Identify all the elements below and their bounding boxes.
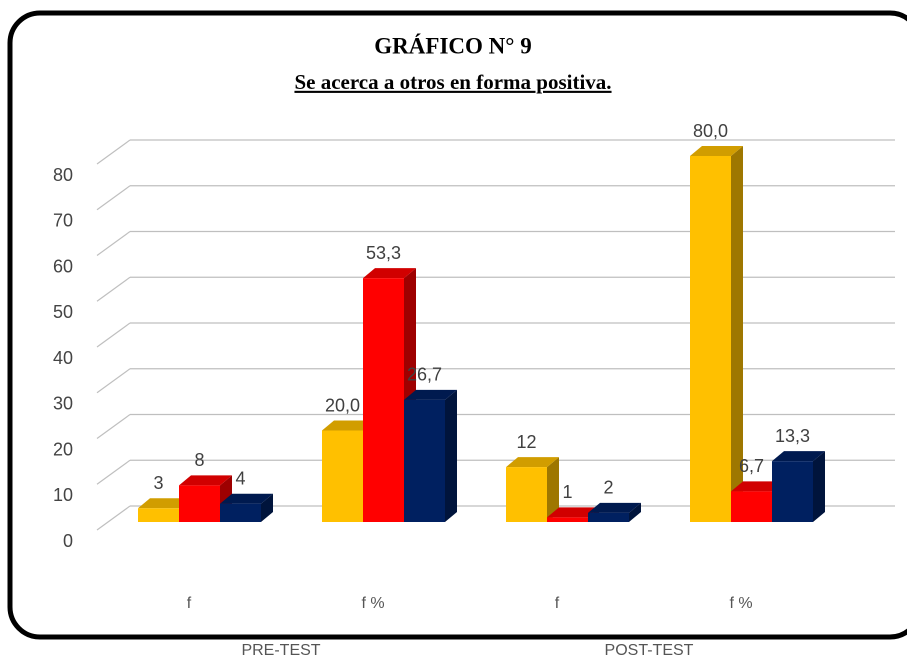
y-tick-label: 0 bbox=[63, 531, 73, 551]
bar bbox=[138, 508, 179, 522]
bar-top bbox=[772, 451, 825, 462]
data-label: 26,7 bbox=[407, 365, 442, 385]
grid-line-side bbox=[96, 139, 131, 165]
y-tick-label: 40 bbox=[53, 348, 73, 368]
x-tick-label: f bbox=[187, 595, 192, 612]
y-tick-label: 30 bbox=[53, 394, 73, 414]
bar bbox=[547, 517, 588, 522]
bar-side bbox=[547, 457, 559, 522]
data-label: 20,0 bbox=[325, 395, 360, 415]
data-label: 80,0 bbox=[693, 121, 728, 141]
y-tick-label: 10 bbox=[53, 485, 73, 505]
bar bbox=[772, 461, 813, 522]
bar-side bbox=[731, 146, 743, 522]
bar bbox=[588, 512, 629, 522]
bar bbox=[363, 278, 404, 522]
grid-line-side bbox=[96, 276, 131, 302]
x-tick-label: f bbox=[555, 595, 560, 612]
chart-frame bbox=[7, 10, 907, 640]
bar-top bbox=[322, 420, 375, 431]
chart-title: GRÁFICO N° 9 bbox=[374, 33, 531, 58]
data-label: 2 bbox=[603, 478, 613, 498]
grid-line-side bbox=[96, 322, 131, 348]
grid-line-side bbox=[96, 459, 131, 485]
bar-top bbox=[404, 389, 457, 400]
data-label: 4 bbox=[235, 468, 245, 488]
data-label: 6,7 bbox=[739, 456, 764, 476]
x-tick-label: f % bbox=[729, 595, 752, 612]
bar bbox=[690, 156, 731, 522]
y-tick-label: 70 bbox=[53, 211, 73, 231]
bar bbox=[404, 399, 445, 522]
bar-side bbox=[445, 389, 457, 522]
bar-top bbox=[220, 493, 273, 504]
y-tick-label: 60 bbox=[53, 256, 73, 276]
bar-top bbox=[363, 268, 416, 279]
data-label: 8 bbox=[194, 450, 204, 470]
bar-side bbox=[261, 493, 273, 522]
bar bbox=[506, 467, 547, 522]
chart-subtitle: Se acerca a otros en forma positiva. bbox=[294, 70, 611, 94]
grid-line-side bbox=[96, 368, 131, 394]
bar bbox=[179, 485, 220, 522]
bar-top bbox=[179, 475, 232, 486]
grid-line-side bbox=[96, 505, 131, 531]
bar-top bbox=[588, 502, 641, 513]
bar bbox=[220, 503, 261, 522]
y-tick-label: 80 bbox=[53, 165, 73, 185]
bar-top bbox=[138, 498, 191, 509]
group-label: POST-TEST bbox=[605, 642, 694, 659]
grid-line-side bbox=[96, 231, 131, 256]
data-label: 13,3 bbox=[775, 426, 810, 446]
data-label: 3 bbox=[153, 473, 163, 493]
bar-side bbox=[813, 451, 825, 522]
grid-line-side bbox=[96, 414, 131, 439]
bar-side bbox=[629, 502, 641, 522]
data-label: 53,3 bbox=[366, 243, 401, 263]
bar bbox=[731, 491, 772, 522]
grid-line-side bbox=[96, 185, 131, 211]
group-label: PRE-TEST bbox=[241, 642, 320, 659]
x-tick-label: f % bbox=[361, 595, 384, 612]
bar-top bbox=[690, 146, 743, 156]
y-tick-label: 50 bbox=[53, 302, 73, 322]
y-tick-label: 20 bbox=[53, 439, 73, 459]
bar-top bbox=[506, 457, 559, 468]
bar bbox=[322, 430, 363, 522]
data-label: 1 bbox=[562, 482, 572, 502]
bar-top bbox=[547, 507, 600, 518]
data-label: 12 bbox=[516, 432, 536, 452]
bar-top bbox=[731, 481, 784, 492]
